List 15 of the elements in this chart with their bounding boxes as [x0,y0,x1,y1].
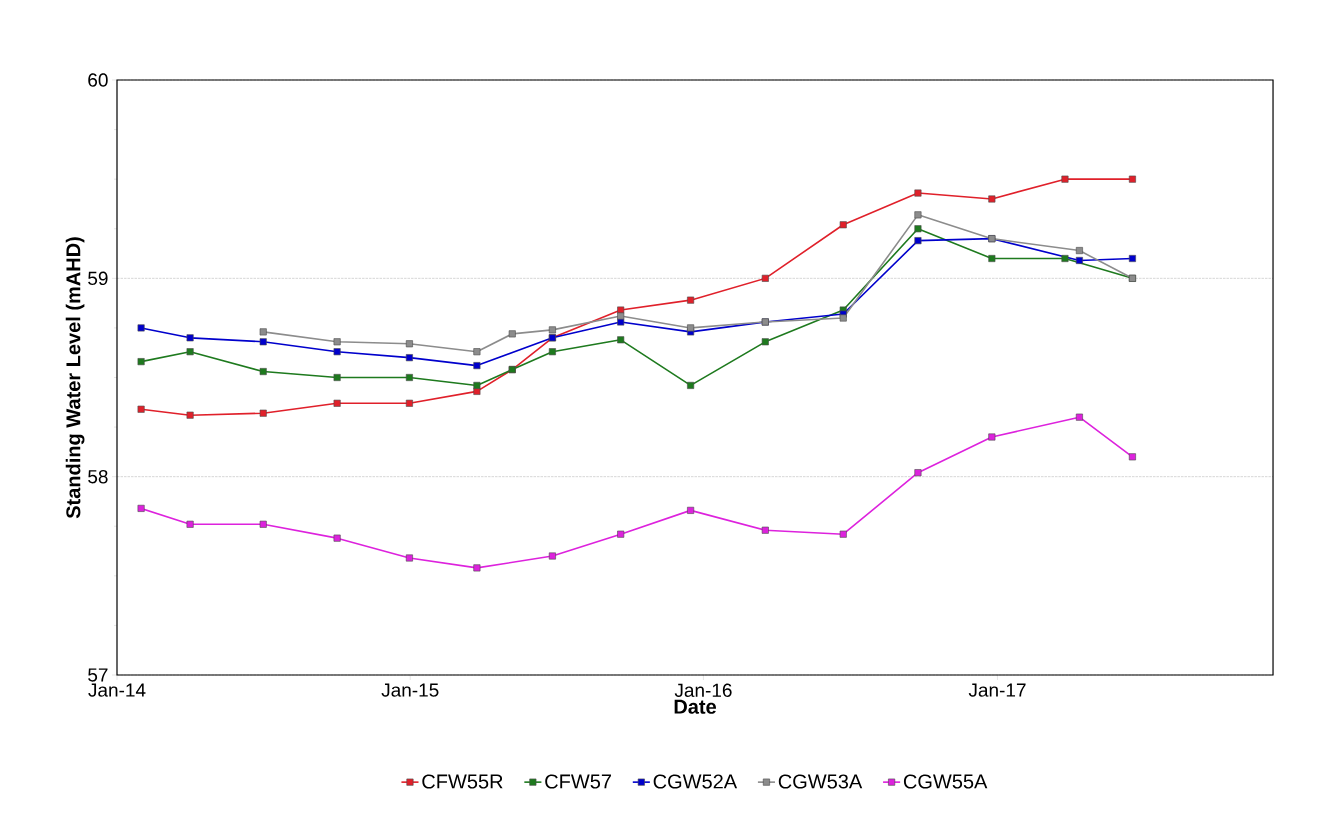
legend-label: CFW57 [545,774,611,789]
y-tick-label: 58 [88,469,108,484]
x-tick-label: Jan-16 [674,683,732,697]
legend-label: CFW55R [422,774,503,789]
x-tick-label: Jan-14 [88,683,146,697]
legend-label: CGW52A [653,774,738,789]
y-axis-title: Standing Water Level (mAHD) [65,237,85,519]
y-tick-label: 59 [88,271,108,286]
x-axis-title: Date [674,699,717,714]
y-tick-label: 57 [88,668,108,682]
x-tick-label: Jan-17 [968,683,1026,697]
legend-label: CGW55A [903,774,988,789]
legend-label: CGW53A [778,774,863,789]
y-tick-label: 60 [88,73,108,87]
x-tick-label: Jan-15 [381,683,439,697]
